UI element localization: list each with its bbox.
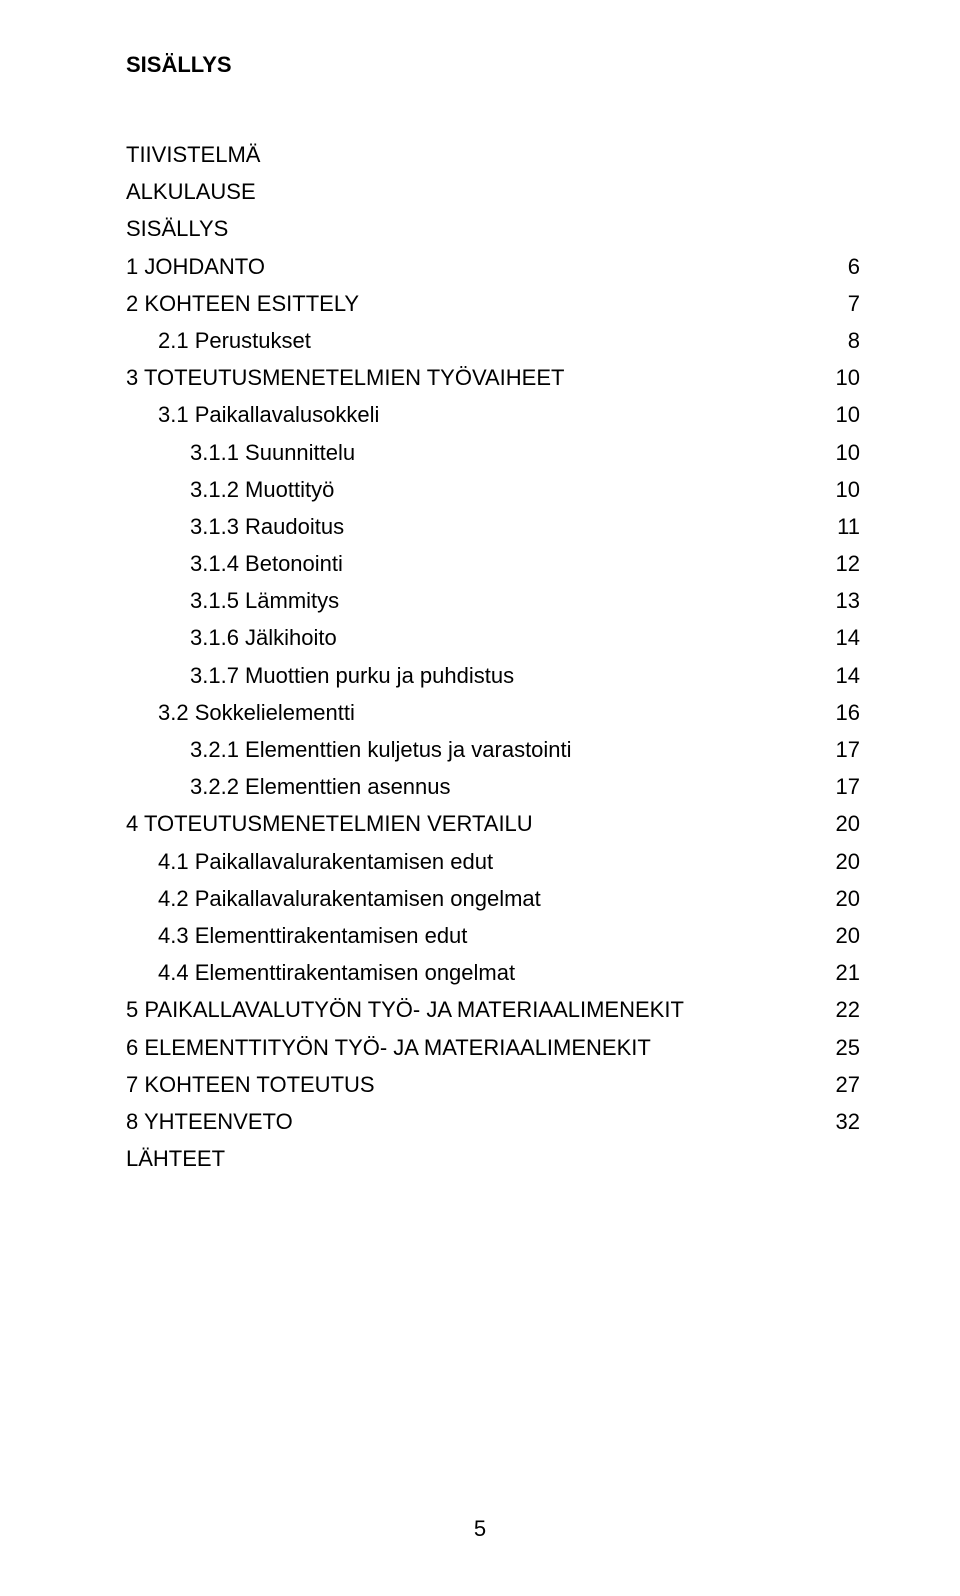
toc-row: 4.3 Elementtirakentamisen edut 20 bbox=[126, 925, 860, 947]
toc-entry-page: 8 bbox=[820, 330, 860, 352]
toc-row: 1 JOHDANTO 6 bbox=[126, 256, 860, 278]
toc-row: 2 KOHTEEN ESITTELY 7 bbox=[126, 293, 860, 315]
toc-entry-label: 3.1.2 Muottityö bbox=[126, 479, 334, 501]
toc-entry-page: 10 bbox=[820, 442, 860, 464]
toc-entry-label: SISÄLLYS bbox=[126, 218, 228, 240]
toc-row: 4.2 Paikallavalurakentamisen ongelmat 20 bbox=[126, 888, 860, 910]
toc-entry-label: ALKULAUSE bbox=[126, 181, 256, 203]
toc-row: 3.1.6 Jälkihoito 14 bbox=[126, 627, 860, 649]
toc-entry-page: 20 bbox=[820, 813, 860, 835]
toc-entry-label: 4 TOTEUTUSMENETELMIEN VERTAILU bbox=[126, 813, 533, 835]
toc-entry-label: 7 KOHTEEN TOTEUTUS bbox=[126, 1074, 375, 1096]
toc-entry-label: 3.2.1 Elementtien kuljetus ja varastoint… bbox=[126, 739, 572, 761]
toc-entry-label: 3.2.2 Elementtien asennus bbox=[126, 776, 451, 798]
toc-entry-page: 20 bbox=[820, 851, 860, 873]
toc-entry-page: 16 bbox=[820, 702, 860, 724]
toc-entry-label: 3.1.4 Betonointi bbox=[126, 553, 343, 575]
toc-entry-page: 25 bbox=[820, 1037, 860, 1059]
toc-entry-label: 6 ELEMENTTITYÖN TYÖ- JA MATERIAALIMENEKI… bbox=[126, 1037, 651, 1059]
toc-row: ALKULAUSE bbox=[126, 181, 860, 203]
toc-entry-label: 3.1.3 Raudoitus bbox=[126, 516, 344, 538]
toc-row: 5 PAIKALLAVALUTYÖN TYÖ- JA MATERIAALIMEN… bbox=[126, 999, 860, 1021]
toc-entry-label: 4.1 Paikallavalurakentamisen edut bbox=[126, 851, 493, 873]
toc-entry-label: 4.3 Elementtirakentamisen edut bbox=[126, 925, 467, 947]
page-number: 5 bbox=[0, 1516, 960, 1542]
toc-row: 3.2.1 Elementtien kuljetus ja varastoint… bbox=[126, 739, 860, 761]
toc-entry-label: 3.1.7 Muottien purku ja puhdistus bbox=[126, 665, 514, 687]
toc-entry-label: 8 YHTEENVETO bbox=[126, 1111, 293, 1133]
toc-entry-label: 3.1.5 Lämmitys bbox=[126, 590, 339, 612]
toc-entry-page: 7 bbox=[820, 293, 860, 315]
toc-row: 6 ELEMENTTITYÖN TYÖ- JA MATERIAALIMENEKI… bbox=[126, 1037, 860, 1059]
toc-row: 3.1.1 Suunnittelu 10 bbox=[126, 442, 860, 464]
toc-row: TIIVISTELMÄ bbox=[126, 144, 860, 166]
toc-entry-page: 17 bbox=[820, 776, 860, 798]
toc-entry-page: 17 bbox=[820, 739, 860, 761]
toc-entry-page: 11 bbox=[820, 516, 860, 538]
toc-entry-label: 2 KOHTEEN ESITTELY bbox=[126, 293, 359, 315]
toc-entry-page: 12 bbox=[820, 553, 860, 575]
toc-entry-page: 10 bbox=[820, 367, 860, 389]
toc-entry-label: 3.2 Sokkelielementti bbox=[126, 702, 355, 724]
toc-entry-label: 3.1.1 Suunnittelu bbox=[126, 442, 355, 464]
toc-row: 3.2 Sokkelielementti 16 bbox=[126, 702, 860, 724]
toc-entry-page: 10 bbox=[820, 404, 860, 426]
toc-row: 3.1.7 Muottien purku ja puhdistus 14 bbox=[126, 665, 860, 687]
toc-entry-label: 3 TOTEUTUSMENETELMIEN TYÖVAIHEET bbox=[126, 367, 564, 389]
toc-entry-label: 3.1 Paikallavalusokkeli bbox=[126, 404, 379, 426]
toc-entry-label: LÄHTEET bbox=[126, 1148, 225, 1170]
toc-row: 4.4 Elementtirakentamisen ongelmat 21 bbox=[126, 962, 860, 984]
toc-row: SISÄLLYS bbox=[126, 218, 860, 240]
toc-entry-page: 22 bbox=[820, 999, 860, 1021]
toc-list: TIIVISTELMÄ ALKULAUSE SISÄLLYS 1 JOHDANTO 6 2… bbox=[126, 144, 860, 1170]
toc-entry-page: 14 bbox=[820, 627, 860, 649]
toc-row: 3.1 Paikallavalusokkeli 10 bbox=[126, 404, 860, 426]
toc-row: 8 YHTEENVETO 32 bbox=[126, 1111, 860, 1133]
toc-entry-page: 6 bbox=[820, 256, 860, 278]
toc-row: 3.1.4 Betonointi 12 bbox=[126, 553, 860, 575]
toc-title: SISÄLLYS bbox=[126, 52, 860, 78]
toc-entry-page: 27 bbox=[820, 1074, 860, 1096]
toc-entry-label: 5 PAIKALLAVALUTYÖN TYÖ- JA MATERIAALIMEN… bbox=[126, 999, 684, 1021]
toc-entry-page: 32 bbox=[820, 1111, 860, 1133]
toc-row: 7 KOHTEEN TOTEUTUS 27 bbox=[126, 1074, 860, 1096]
toc-row: 3.1.2 Muottityö 10 bbox=[126, 479, 860, 501]
toc-row: 2.1 Perustukset 8 bbox=[126, 330, 860, 352]
toc-entry-label: 4.2 Paikallavalurakentamisen ongelmat bbox=[126, 888, 541, 910]
toc-entry-page: 13 bbox=[820, 590, 860, 612]
toc-entry-page: 21 bbox=[820, 962, 860, 984]
toc-entry-page: 20 bbox=[820, 888, 860, 910]
toc-entry-label: 4.4 Elementtirakentamisen ongelmat bbox=[126, 962, 515, 984]
toc-entry-label: 1 JOHDANTO bbox=[126, 256, 265, 278]
toc-entry-page: 14 bbox=[820, 665, 860, 687]
toc-row: 4.1 Paikallavalurakentamisen edut 20 bbox=[126, 851, 860, 873]
toc-row: 3.2.2 Elementtien asennus 17 bbox=[126, 776, 860, 798]
toc-row: 4 TOTEUTUSMENETELMIEN VERTAILU 20 bbox=[126, 813, 860, 835]
toc-entry-page: 20 bbox=[820, 925, 860, 947]
toc-row: LÄHTEET bbox=[126, 1148, 860, 1170]
toc-entry-label: 3.1.6 Jälkihoito bbox=[126, 627, 337, 649]
toc-row: 3 TOTEUTUSMENETELMIEN TYÖVAIHEET 10 bbox=[126, 367, 860, 389]
toc-entry-label: 2.1 Perustukset bbox=[126, 330, 311, 352]
toc-row: 3.1.5 Lämmitys 13 bbox=[126, 590, 860, 612]
toc-entry-page: 10 bbox=[820, 479, 860, 501]
page: SISÄLLYS TIIVISTELMÄ ALKULAUSE SISÄLLYS 1 J… bbox=[0, 0, 960, 1596]
toc-row: 3.1.3 Raudoitus 11 bbox=[126, 516, 860, 538]
toc-entry-label: TIIVISTELMÄ bbox=[126, 144, 260, 166]
